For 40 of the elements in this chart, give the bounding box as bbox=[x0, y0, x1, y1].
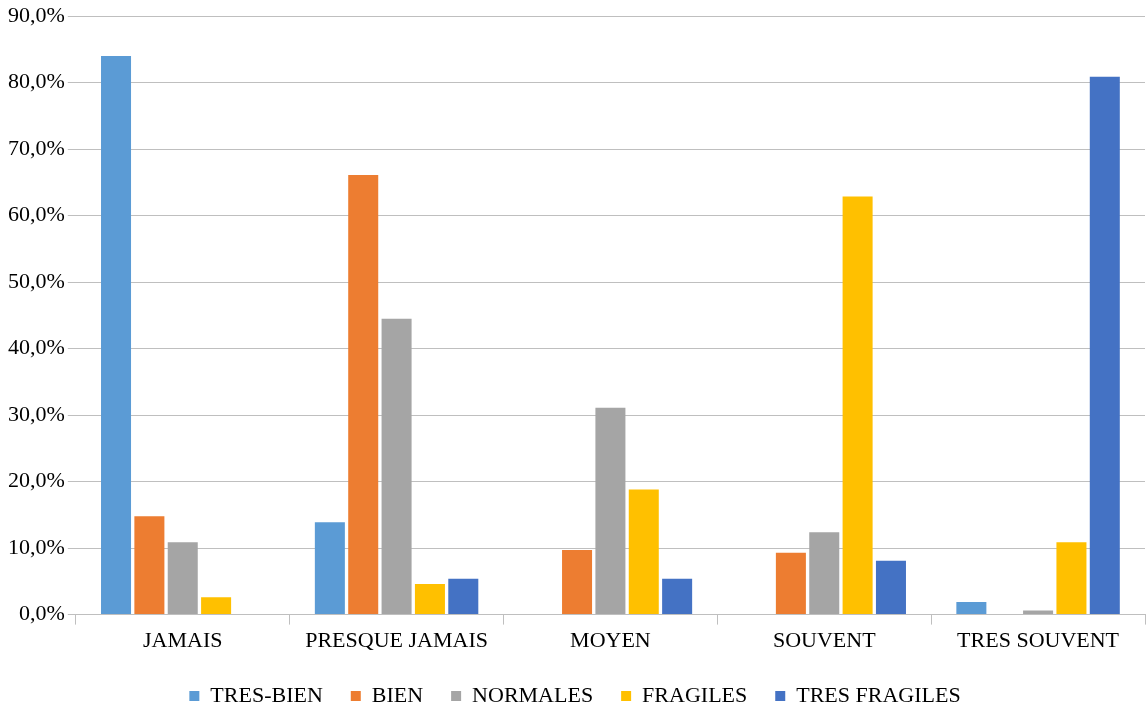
legend-label: TRES-BIEN bbox=[210, 681, 323, 707]
y-tick-label: 60,0% bbox=[8, 201, 65, 227]
legend-label: NORMALES bbox=[472, 681, 594, 707]
x-tick-label: PRESQUE JAMAIS bbox=[305, 626, 488, 652]
bar bbox=[134, 516, 165, 615]
legend-label: BIEN bbox=[371, 681, 424, 707]
bar bbox=[956, 601, 987, 615]
bar bbox=[381, 318, 412, 615]
bar bbox=[595, 407, 626, 615]
x-tick-label: JAMAIS bbox=[143, 626, 223, 652]
bar bbox=[809, 532, 840, 615]
bar bbox=[875, 560, 906, 615]
y-tick-label: 30,0% bbox=[8, 400, 65, 426]
bar bbox=[101, 56, 132, 615]
x-tick-label: TRES SOUVENT bbox=[957, 626, 1120, 652]
bar bbox=[414, 584, 445, 615]
x-tick-label: SOUVENT bbox=[772, 626, 877, 652]
bar bbox=[775, 552, 806, 615]
bar bbox=[562, 550, 593, 615]
y-tick-label: 50,0% bbox=[8, 267, 65, 293]
x-tick-label: MOYEN bbox=[570, 626, 651, 652]
bar bbox=[314, 522, 345, 615]
bar bbox=[1089, 76, 1120, 615]
y-tick-label: 10,0% bbox=[8, 533, 65, 559]
bar bbox=[167, 542, 198, 615]
legend-label: FRAGILES bbox=[642, 681, 748, 707]
bar bbox=[348, 175, 379, 615]
legend-label: TRES FRAGILES bbox=[796, 681, 961, 707]
y-tick-label: 90,0% bbox=[8, 1, 65, 27]
y-tick-label: 20,0% bbox=[8, 467, 65, 493]
bar bbox=[201, 597, 232, 615]
y-tick-label: 70,0% bbox=[8, 134, 65, 160]
bar bbox=[1056, 542, 1087, 615]
bar bbox=[448, 578, 479, 615]
bar bbox=[628, 489, 659, 615]
y-tick-label: 0,0% bbox=[19, 600, 65, 626]
bar bbox=[842, 196, 873, 615]
y-tick-label: 40,0% bbox=[8, 334, 65, 360]
y-tick-label: 80,0% bbox=[8, 68, 65, 94]
bar bbox=[662, 578, 693, 615]
